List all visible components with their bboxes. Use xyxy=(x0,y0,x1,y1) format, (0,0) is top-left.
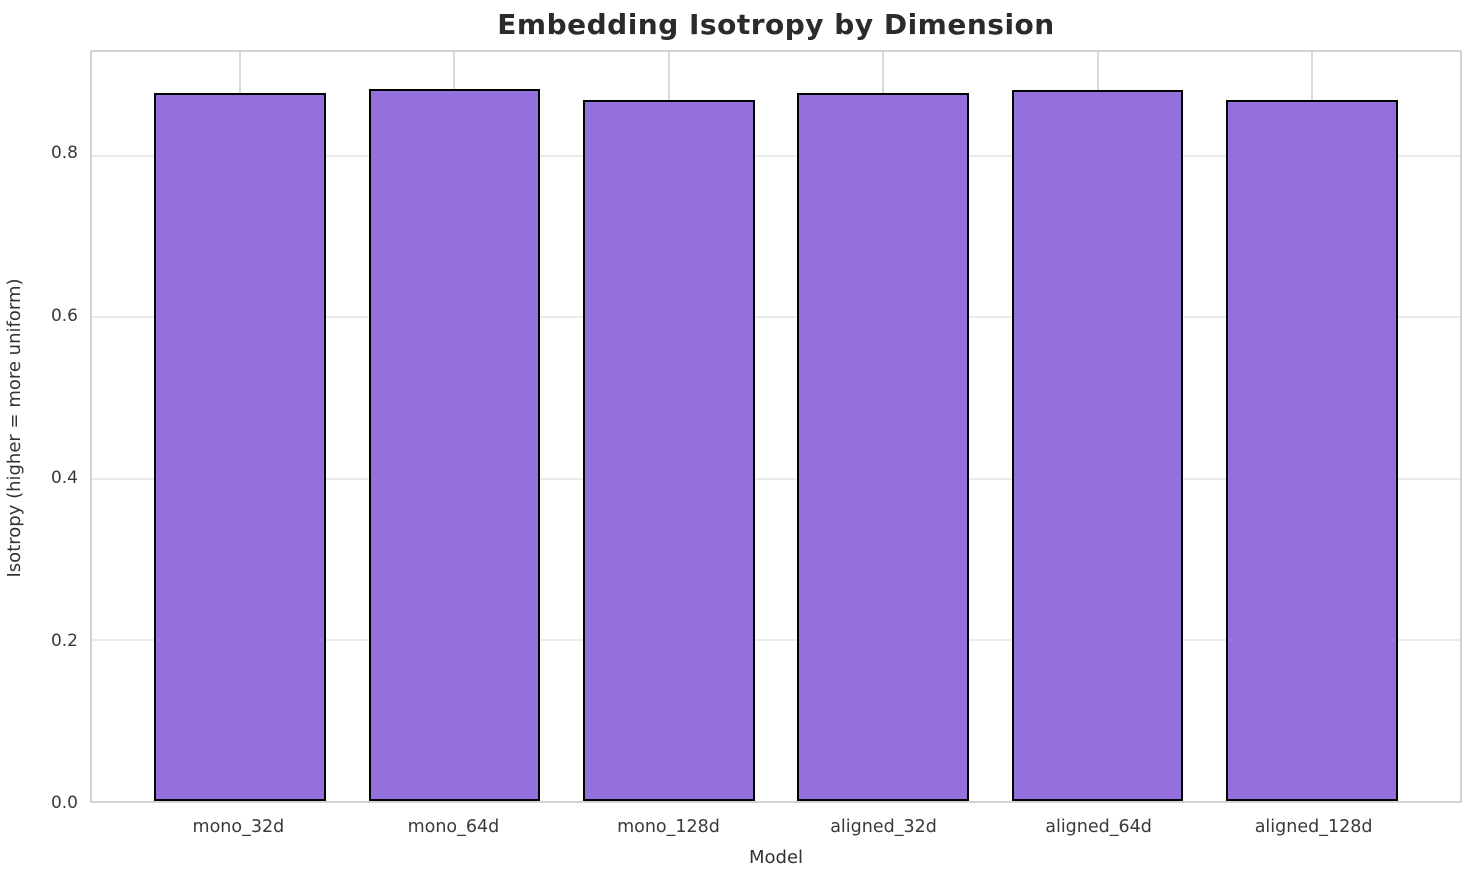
bar-mono_32d xyxy=(154,93,326,801)
y-tick-0.4: 0.4 xyxy=(50,468,78,489)
x-tick-mono_64d: mono_64d xyxy=(407,817,500,837)
y-tick-0.0: 0.0 xyxy=(50,793,78,813)
bar-aligned_64d xyxy=(1011,89,1184,801)
x-tick-mono_128d: mono_128d xyxy=(617,817,720,837)
y-tick-0.8: 0.8 xyxy=(50,143,78,164)
x-axis-label: Model xyxy=(748,847,804,868)
gridline-y-0.2 xyxy=(92,639,1460,642)
gridline-y-0.6 xyxy=(92,316,1460,319)
x-tick-aligned_128d: aligned_128d xyxy=(1254,817,1373,837)
y-tick-0.2: 0.2 xyxy=(50,630,78,651)
bar-mono_64d xyxy=(368,89,541,801)
plot-area xyxy=(90,50,1462,803)
y-axis-label: Isotropy (higher = more uniform) xyxy=(4,278,25,578)
x-tick-aligned_32d: aligned_32d xyxy=(830,817,937,837)
bar-aligned_128d xyxy=(1226,100,1398,801)
bar-mono_128d xyxy=(583,99,755,801)
gridline-y-0.8 xyxy=(92,154,1460,157)
bar-aligned_32d xyxy=(797,93,969,801)
x-tick-mono_32d: mono_32d xyxy=(192,817,285,837)
chart-title: Embedding Isotropy by Dimension xyxy=(497,8,1055,41)
gridline-y-0.4 xyxy=(92,477,1460,480)
x-tick-aligned_64d: aligned_64d xyxy=(1045,817,1152,837)
y-tick-0.6: 0.6 xyxy=(50,305,78,326)
